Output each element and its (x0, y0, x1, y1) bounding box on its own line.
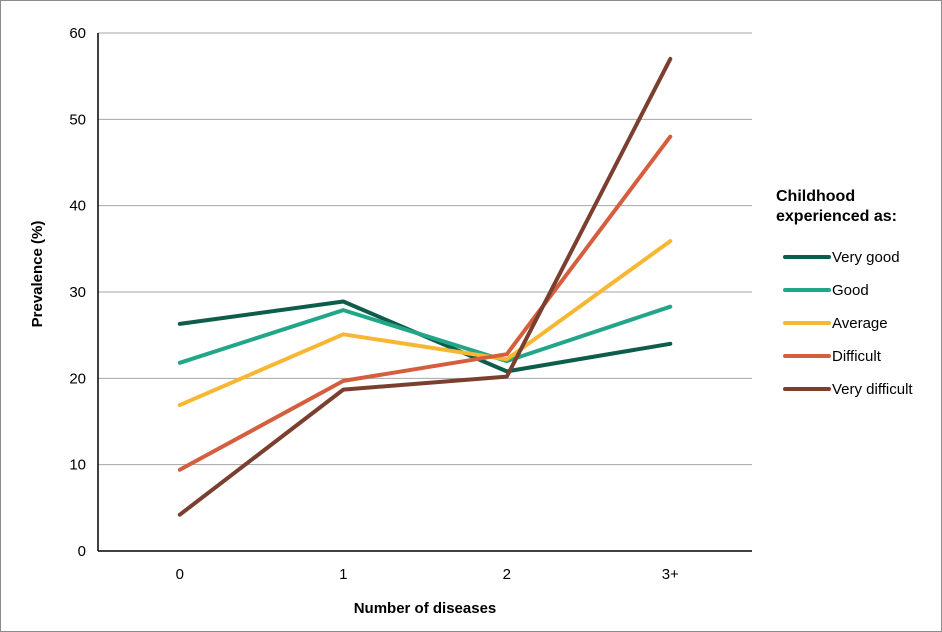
y-axis-title: Prevalence (%) (29, 221, 46, 328)
legend: Childhood experienced as: Very good Good A… (776, 188, 913, 398)
series-line-average (177, 239, 673, 408)
series-line-difficult (177, 134, 673, 472)
y-tick-label: 50 (69, 111, 86, 128)
x-axis-title: Number of diseases (354, 600, 497, 617)
series-lines (177, 56, 673, 517)
x-tick-label: 1 (339, 566, 347, 583)
x-tick-label: 3+ (662, 566, 679, 583)
legend-title-line-2: experienced as: (776, 208, 897, 225)
y-tick-label: 30 (69, 284, 86, 301)
legend-label: Average (832, 315, 888, 332)
legend-label: Very good (832, 249, 900, 266)
y-tick-label: 60 (69, 25, 86, 42)
y-tick-label: 0 (78, 543, 86, 560)
legend-label: Good (832, 282, 869, 299)
legend-label: Difficult (832, 348, 882, 365)
legend-label: Very difficult (832, 381, 913, 398)
x-tick-label: 2 (503, 566, 511, 583)
y-tick-label: 40 (69, 198, 86, 215)
y-tick-label: 10 (69, 457, 86, 474)
y-tick-label: 20 (69, 370, 86, 387)
axes (97, 33, 752, 552)
series-line-very-difficult (177, 56, 673, 517)
x-tick-label: 0 (176, 566, 184, 583)
x-tick-labels: 0 1 2 3+ (176, 566, 679, 583)
legend-title-line-1: Childhood (776, 188, 855, 205)
y-tick-labels: 0 10 20 30 40 50 60 (69, 25, 86, 560)
series-line-good (177, 304, 673, 365)
gridlines (98, 32, 752, 466)
